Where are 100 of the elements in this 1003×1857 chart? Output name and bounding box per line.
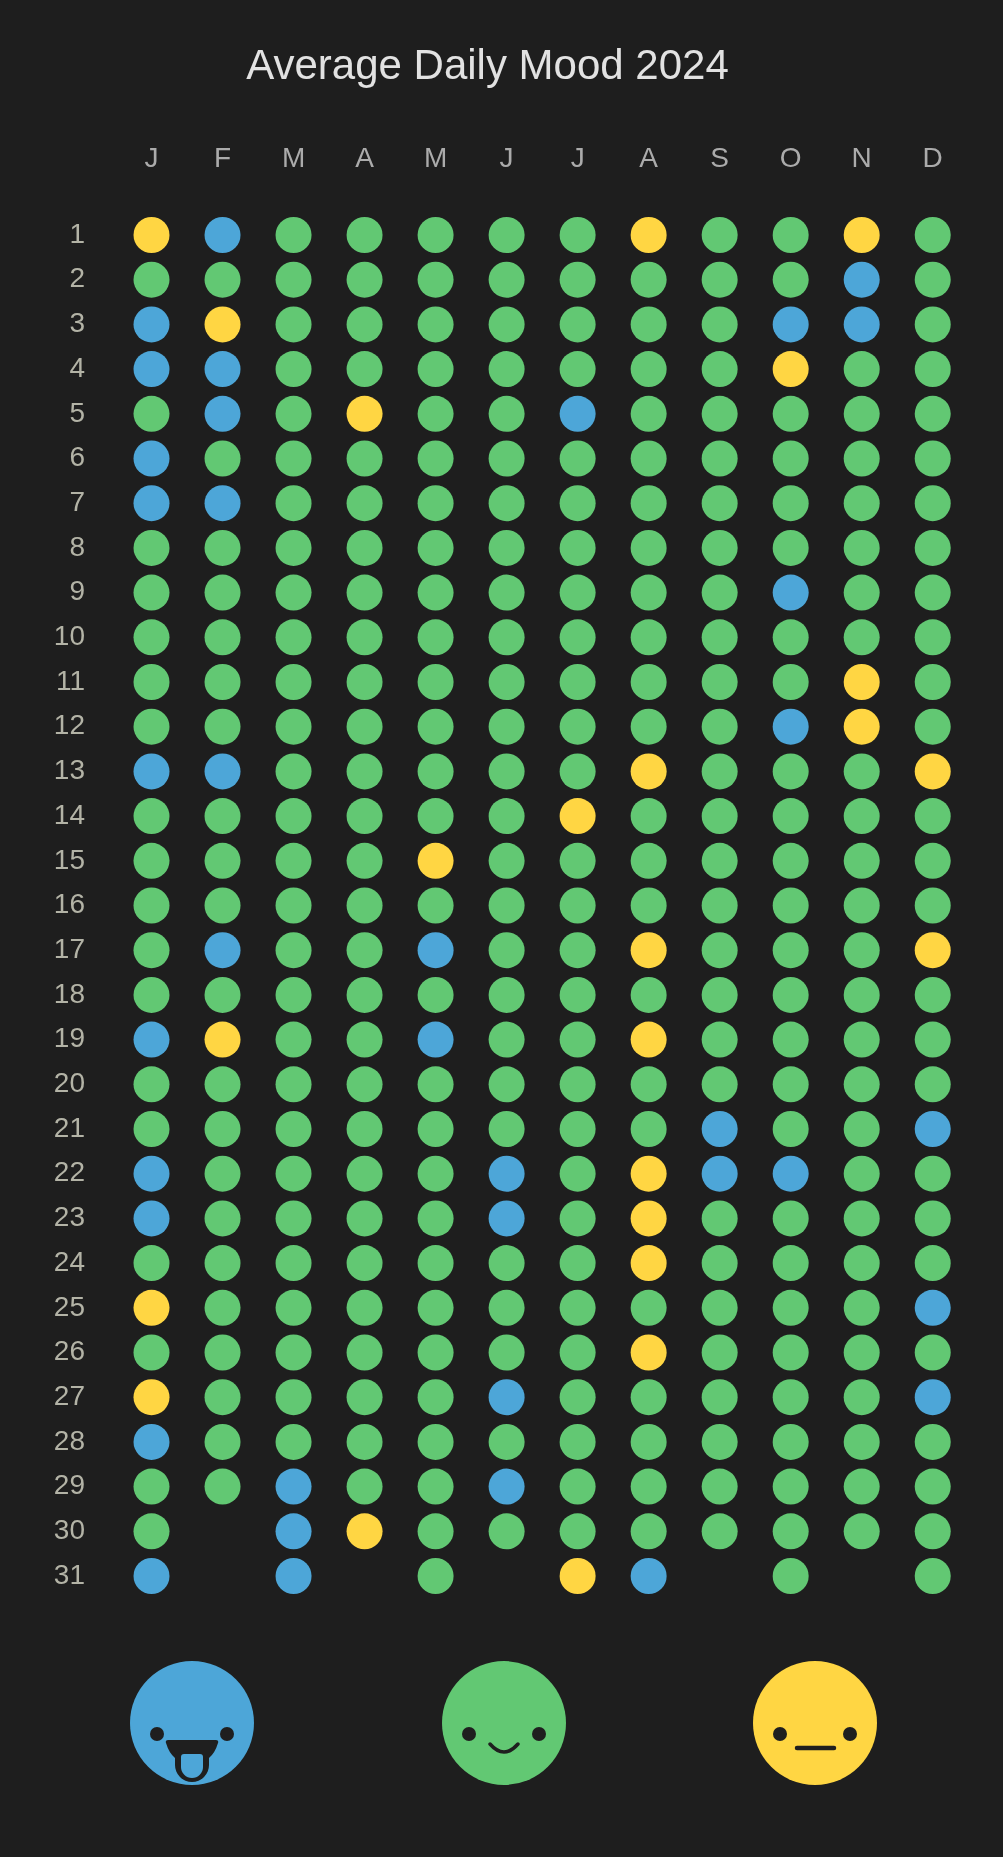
point xyxy=(559,574,596,611)
point xyxy=(488,1334,525,1371)
point xyxy=(275,1379,312,1416)
point xyxy=(204,1066,241,1103)
point xyxy=(417,1468,454,1505)
point xyxy=(843,753,880,790)
point xyxy=(275,664,312,700)
point xyxy=(772,619,809,656)
point xyxy=(914,664,951,700)
point xyxy=(701,351,738,388)
point xyxy=(133,708,170,745)
point xyxy=(346,1066,383,1103)
point xyxy=(204,1245,241,1282)
y-tick-label: 19 xyxy=(53,1022,85,1054)
point xyxy=(488,1513,525,1550)
point xyxy=(346,932,383,969)
point xyxy=(843,887,880,924)
point xyxy=(488,798,525,835)
point xyxy=(559,1334,596,1371)
point xyxy=(275,485,312,522)
point xyxy=(701,440,738,477)
point xyxy=(772,1111,809,1147)
point xyxy=(630,798,667,835)
point xyxy=(204,1021,241,1058)
point xyxy=(559,1111,596,1147)
x-tick-label: M xyxy=(281,141,306,173)
point xyxy=(488,1021,525,1058)
point xyxy=(346,1021,383,1058)
point xyxy=(133,1066,170,1103)
point xyxy=(914,1513,951,1550)
point xyxy=(275,932,312,969)
point xyxy=(843,842,880,879)
point xyxy=(843,440,880,477)
point xyxy=(346,1289,383,1326)
point xyxy=(701,1379,738,1416)
x-tick-label: F xyxy=(213,141,232,173)
point xyxy=(204,976,241,1013)
y-tick-label: 5 xyxy=(69,396,85,428)
point xyxy=(133,395,170,432)
point xyxy=(346,351,383,388)
y-tick-label: 7 xyxy=(69,485,85,517)
point xyxy=(630,708,667,745)
point xyxy=(275,708,312,745)
point xyxy=(417,217,454,253)
y-tick-label: 6 xyxy=(69,441,85,473)
point xyxy=(630,574,667,611)
y-tick-label: 11 xyxy=(55,664,85,696)
point xyxy=(559,1379,596,1416)
point xyxy=(701,1468,738,1505)
point xyxy=(417,485,454,522)
point xyxy=(346,1379,383,1416)
point xyxy=(559,306,596,343)
y-tick-label: 17 xyxy=(53,932,85,964)
point xyxy=(914,217,951,253)
point xyxy=(346,708,383,745)
point xyxy=(559,887,596,924)
point xyxy=(488,753,525,790)
point xyxy=(701,395,738,432)
point xyxy=(417,1155,454,1192)
point xyxy=(630,619,667,656)
point xyxy=(133,1334,170,1371)
y-tick-label: 25 xyxy=(53,1290,85,1322)
point xyxy=(701,217,738,253)
point xyxy=(630,976,667,1013)
point xyxy=(346,1245,383,1282)
point xyxy=(204,1200,241,1237)
point xyxy=(133,1245,170,1282)
point xyxy=(914,306,951,343)
point xyxy=(417,1066,454,1103)
point xyxy=(772,217,809,253)
point xyxy=(772,1334,809,1371)
point xyxy=(204,1468,241,1505)
point xyxy=(630,932,667,969)
point xyxy=(630,1155,667,1192)
point xyxy=(346,619,383,656)
point xyxy=(630,1468,667,1505)
point xyxy=(275,798,312,835)
point xyxy=(417,261,454,298)
point xyxy=(772,1423,809,1460)
point xyxy=(133,887,170,924)
point xyxy=(630,1021,667,1058)
y-tick-label: 16 xyxy=(53,888,85,920)
point xyxy=(488,708,525,745)
y-tick-label: 30 xyxy=(53,1514,85,1546)
point xyxy=(772,842,809,879)
point xyxy=(914,1200,951,1237)
y-tick-label: 26 xyxy=(53,1335,85,1367)
y-tick-label: 8 xyxy=(69,530,85,562)
point xyxy=(417,708,454,745)
point xyxy=(843,1513,880,1550)
point xyxy=(914,1021,951,1058)
point xyxy=(914,529,951,566)
point xyxy=(488,1066,525,1103)
point xyxy=(843,1200,880,1237)
point xyxy=(843,574,880,611)
point xyxy=(630,1200,667,1237)
chart-title: Average Daily Mood 2024 xyxy=(246,40,729,88)
point xyxy=(275,1423,312,1460)
point xyxy=(204,1111,241,1147)
point xyxy=(417,664,454,700)
